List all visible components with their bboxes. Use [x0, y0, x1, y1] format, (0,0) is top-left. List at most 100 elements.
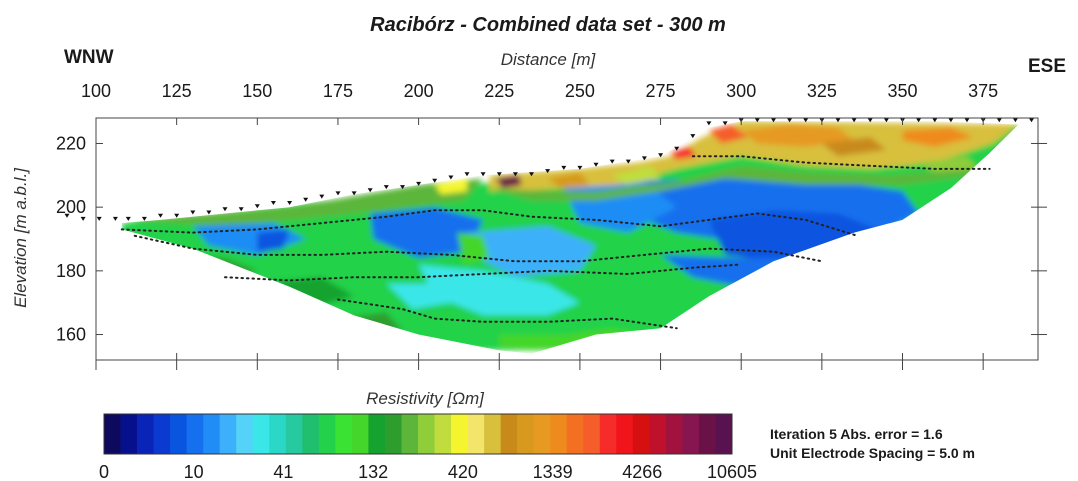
right-direction-label: ESE	[1028, 56, 1066, 77]
electrode-marker-16	[319, 194, 325, 199]
left-direction-label: WNW	[64, 47, 114, 68]
x-tick-label-300: 300	[726, 81, 756, 101]
colorbar-label-7: 10605	[707, 462, 757, 481]
colorbar-label-4: 420	[448, 462, 478, 481]
colorbar-swatch-11	[285, 414, 303, 454]
y-tick-labels: 160 180 200 220	[56, 133, 86, 344]
electrode-marker-37	[658, 153, 664, 158]
colorbar-swatch-8	[236, 414, 254, 454]
chart-title: Racibórz - Combined data set - 300 m	[370, 14, 726, 36]
electrode-marker-49	[851, 118, 857, 123]
plot-frame	[95, 117, 1039, 361]
colorbar-swatch-19	[418, 414, 435, 454]
colorbar-swatch-32	[632, 414, 650, 454]
electrode-marker-50	[867, 118, 873, 123]
x-tick-label-375: 375	[968, 81, 998, 101]
resistivity-region-16	[386, 283, 451, 310]
x-tick-label-125: 125	[162, 81, 192, 101]
electrode-marker-0	[64, 213, 70, 218]
y-tick-label-180: 180	[56, 261, 86, 281]
resistivity-region-20	[741, 124, 855, 147]
x-axis-label: Distance [m]	[501, 50, 597, 69]
electrode-marker-7	[174, 213, 180, 218]
resistivity-region-23	[670, 146, 696, 160]
colorbar-swatch-0	[104, 414, 121, 454]
layer-boundary-4	[691, 155, 991, 170]
colorbar-swatch-20	[434, 414, 452, 454]
colorbar-frame	[103, 413, 733, 455]
colorbar	[103, 413, 733, 455]
colorbar-swatch-7	[219, 414, 237, 454]
electrode-marker-1	[80, 216, 86, 221]
electrode-marker-24	[448, 175, 454, 180]
electrode-marker-51	[883, 118, 889, 123]
y-axis-label: Elevation [m a.b.l.]	[11, 167, 30, 308]
electrode-marker-12	[254, 204, 260, 209]
x-tick-label-175: 175	[323, 81, 353, 101]
electrode-marker-53	[916, 118, 922, 123]
colorbar-label-1: 10	[184, 462, 204, 481]
iteration-info: Iteration 5 Abs. error = 1.6	[770, 426, 943, 442]
electrode-marker-17	[335, 191, 341, 196]
electrode-marker-22	[416, 181, 422, 186]
electrode-marker-18	[351, 191, 357, 196]
colorbar-swatch-29	[583, 414, 601, 454]
colorbar-swatch-15	[351, 414, 369, 454]
electrode-marker-58	[996, 118, 1002, 123]
resistivity-region-22	[708, 124, 748, 144]
resistivity-region-17	[434, 178, 467, 195]
colorbar-swatch-27	[550, 414, 568, 454]
electrode-marker-30	[545, 169, 551, 174]
electrode-marker-27	[496, 172, 502, 177]
x-tick-label-250: 250	[565, 81, 595, 101]
electrode-marker-40	[706, 121, 712, 126]
colorbar-swatch-28	[566, 414, 584, 454]
resistivity-region-24	[496, 175, 522, 189]
electrode-marker-38	[674, 146, 680, 151]
colorbar-swatch-10	[269, 414, 287, 454]
colorbar-swatch-9	[252, 414, 270, 454]
resistivity-region-5	[370, 207, 484, 259]
electrode-marker-20	[383, 185, 389, 190]
colorbar-label-2: 41	[273, 462, 293, 481]
colorbar-swatch-5	[186, 414, 204, 454]
resistivity-regions	[121, 121, 1019, 351]
electrode-marker-44	[771, 118, 776, 123]
colorbar-label-0: 0	[99, 462, 109, 481]
colorbar-swatch-12	[302, 414, 320, 454]
electrode-marker-55	[948, 118, 954, 123]
electrode-marker-48	[835, 118, 841, 123]
layer-boundaries	[120, 155, 991, 330]
electrode-marker-31	[561, 165, 567, 170]
electrode-marker-46	[803, 118, 809, 123]
electrode-marker-6	[158, 213, 163, 218]
colorbar-label-6: 4266	[622, 462, 662, 481]
colorbar-swatch-36	[698, 414, 716, 454]
x-tick-label-150: 150	[242, 81, 272, 101]
electrode-marker-8	[190, 210, 196, 215]
electrode-marker-5	[141, 216, 147, 221]
electrode-marker-26	[480, 172, 486, 177]
resistivity-region-9	[418, 264, 580, 316]
layer-boundary-3	[337, 298, 678, 330]
electrode-marker-34	[609, 159, 615, 164]
resistivity-region-8	[467, 226, 596, 278]
electrode-marker-13	[270, 201, 276, 205]
resistivity-region-26	[612, 165, 661, 185]
electrode-marker-11	[238, 207, 244, 212]
electrode-marker-59	[1012, 118, 1018, 123]
electrode-markers	[64, 118, 1034, 221]
electrode-marker-43	[754, 118, 760, 123]
electrode-marker-23	[432, 178, 438, 183]
electrode-marker-21	[400, 185, 405, 190]
electrode-marker-25	[464, 172, 470, 177]
colorbar-swatch-4	[170, 414, 188, 454]
electrode-marker-4	[125, 216, 131, 221]
x-tick-label-350: 350	[887, 81, 917, 101]
colorbar-swatch-24	[500, 414, 518, 454]
colorbar-swatch-26	[533, 414, 551, 454]
colorbar-label-5: 1339	[533, 462, 573, 481]
colorbar-swatch-13	[318, 414, 336, 454]
colorbar-swatch-25	[517, 414, 535, 454]
